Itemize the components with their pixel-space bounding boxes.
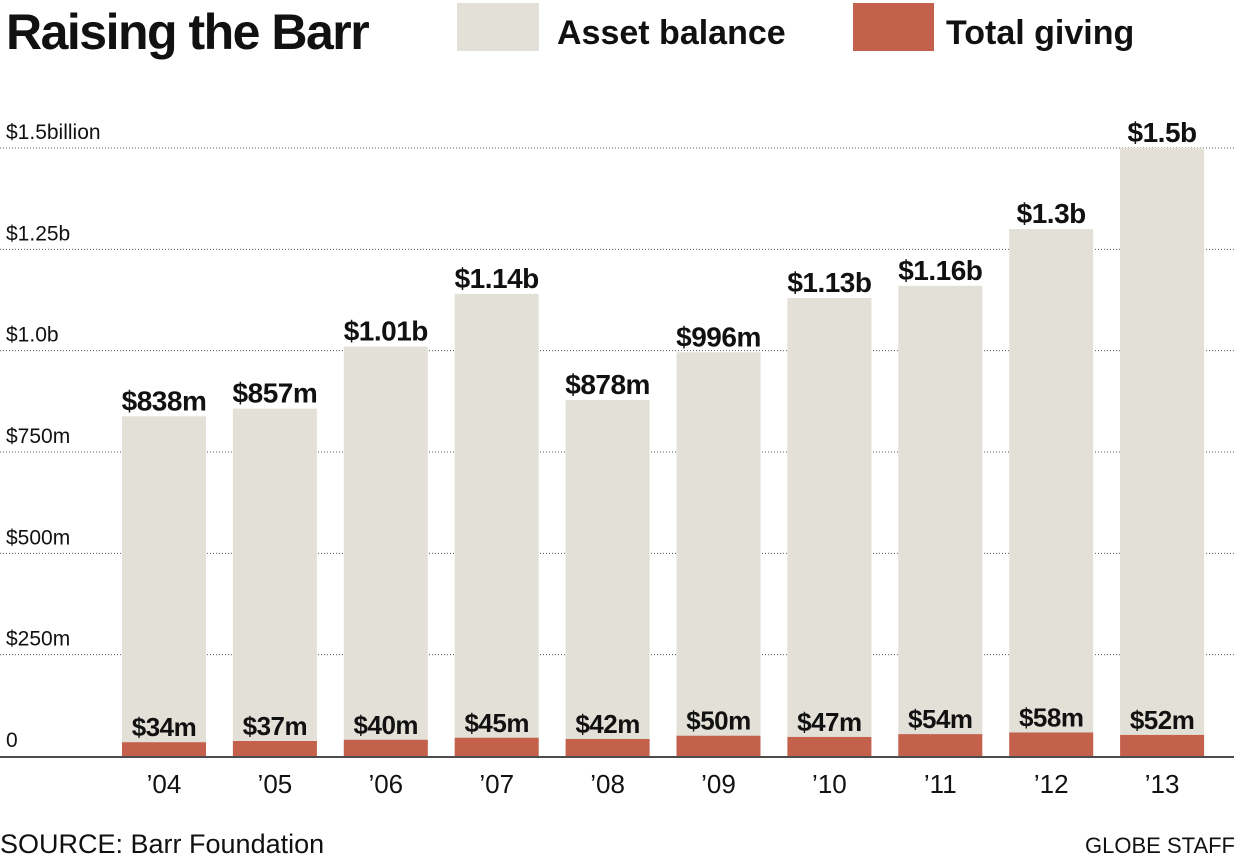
x-tick-label: ’13 (1145, 769, 1180, 799)
total-giving-data-label: $37m (243, 711, 308, 741)
total-giving-data-label: $58m (1019, 702, 1084, 732)
y-tick-label: $500m (6, 526, 70, 549)
legend-swatch-asset-balance (457, 3, 539, 51)
asset-balance-bar (1009, 229, 1094, 757)
total-giving-bar (1009, 732, 1094, 756)
x-tick-label: ’12 (1034, 769, 1069, 799)
total-giving-data-label: $40m (354, 710, 419, 740)
credit-note: GLOBE STAFF (1085, 833, 1235, 858)
asset-balance-data-label: $1.16b (898, 255, 982, 286)
total-giving-data-label: $54m (908, 704, 973, 734)
asset-balance-bar (454, 293, 539, 756)
total-giving-data-label: $50m (686, 706, 751, 736)
y-tick-label: $750m (6, 425, 70, 448)
x-tick-label: ’05 (258, 769, 293, 799)
asset-balance-bar (565, 400, 650, 756)
x-tick-label: ’04 (147, 769, 182, 799)
y-tick-label: $1.5billion (6, 121, 101, 144)
source-note: SOURCE: Barr Foundation (0, 829, 325, 859)
asset-balance-data-label: $1.5b (1128, 117, 1197, 148)
asset-balance-bar (122, 416, 206, 756)
total-giving-bar (454, 737, 539, 756)
total-giving-bar (232, 741, 317, 756)
asset-balance-data-label: $838m (122, 385, 207, 416)
asset-balance-data-label: $1.01b (344, 316, 428, 347)
asset-balance-data-label: $1.14b (455, 263, 539, 294)
legend-swatch-total-giving (853, 3, 934, 51)
asset-balance-data-label: $857m (233, 378, 318, 409)
y-tick-label: $250m (6, 628, 70, 651)
x-tick-label: ’08 (590, 769, 625, 799)
x-tick-label: ’11 (924, 769, 957, 799)
total-giving-data-label: $42m (575, 709, 640, 739)
y-tick-label: 0 (6, 729, 18, 752)
asset-balance-bar (787, 297, 872, 756)
asset-balance-bar (676, 352, 761, 756)
total-giving-bar (898, 734, 983, 756)
x-tick-label: ’10 (812, 769, 847, 799)
total-giving-bar (565, 738, 650, 756)
asset-balance-bar (898, 285, 983, 756)
asset-balance-bar (343, 346, 428, 756)
asset-balance-bar (232, 408, 317, 756)
total-giving-bar (787, 736, 872, 756)
total-giving-bar (122, 742, 206, 756)
asset-balance-data-label: $996m (676, 321, 761, 352)
chart-title: Raising the Barr (6, 4, 370, 60)
legend-label-asset-balance: Asset balance (557, 14, 786, 52)
asset-balance-bar (1120, 148, 1205, 756)
x-tick-label: ’09 (701, 769, 736, 799)
asset-balance-data-label: $1.13b (787, 267, 871, 298)
total-giving-bar (1120, 734, 1205, 756)
y-tick-label: $1.0b (6, 324, 59, 347)
total-giving-data-label: $47m (797, 707, 862, 737)
total-giving-bar (676, 735, 761, 756)
total-giving-data-label: $34m (132, 712, 197, 742)
asset-balance-data-label: $1.3b (1017, 198, 1086, 229)
y-tick-label: $1.25b (6, 222, 70, 245)
legend-label-total-giving: Total giving (946, 14, 1135, 52)
asset-balance-data-label: $878m (565, 369, 650, 400)
total-giving-bar (343, 739, 428, 756)
x-tick-label: ’06 (368, 769, 403, 799)
total-giving-data-label: $45m (464, 708, 529, 738)
total-giving-data-label: $52m (1130, 705, 1195, 735)
x-tick-label: ’07 (479, 769, 514, 799)
